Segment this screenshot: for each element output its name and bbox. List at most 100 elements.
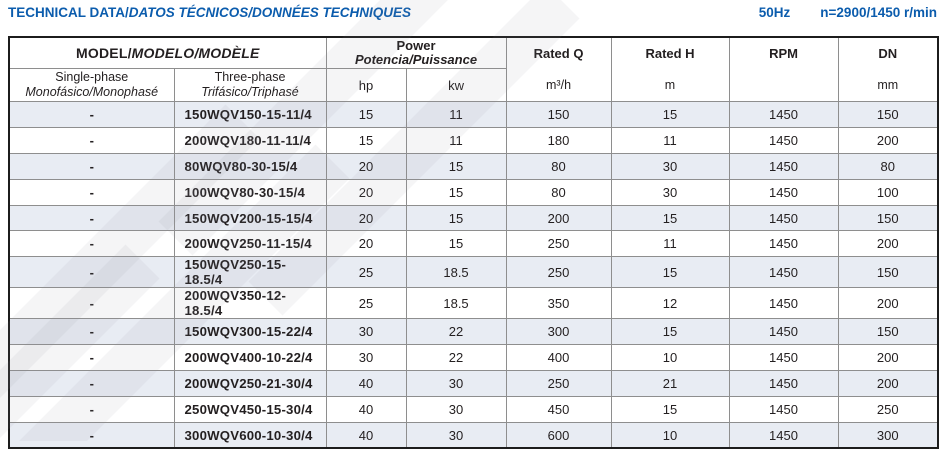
cell-three-phase: 250WQV450-15-30/4: [173, 396, 327, 423]
cell-rated-h: 10: [610, 421, 730, 449]
cell-three-phase: 80WQV80-30-15/4: [173, 152, 327, 180]
table-row: -300WQV600-10-30/4 40 30 600 10 1450 300: [8, 421, 939, 449]
cell-rated-h: 15: [610, 204, 730, 232]
cell-rpm: 1450: [728, 421, 839, 449]
page-title: TECHNICAL DATA/DATOS TÉCNICOS/DONNÉES TE…: [8, 4, 411, 21]
cell-single-phase: -: [8, 344, 175, 372]
cell-single-phase: -: [8, 126, 175, 154]
cell-hp: 30: [325, 344, 407, 372]
cell-kw: 18.5: [405, 287, 507, 320]
spec-summary: 50Hz n=2900/1450 r/min: [759, 4, 937, 21]
cell-rpm: 1450: [728, 256, 839, 289]
table-row: -250WQV450-15-30/4 40 30 450 15 1450 250: [8, 396, 939, 423]
cell-kw: 15: [405, 152, 507, 180]
cell-rated-h: 15: [610, 318, 730, 346]
column-header-dn: DN mm: [837, 36, 939, 102]
table-row: -200WQV350-12-18.5/4 25 18.5 350 12 1450 200: [8, 287, 939, 320]
cell-dn: 200: [837, 370, 939, 398]
cell-hp: 40: [325, 396, 407, 423]
cell-kw: 15: [405, 204, 507, 232]
cell-rated-q: 400: [505, 344, 612, 372]
column-header-power: Power Potencia/Puissance: [325, 36, 507, 70]
table-row: -150WQV300-15-22/4 30 22 300 15 1450 150: [8, 318, 939, 346]
cell-rated-h: 11: [610, 230, 730, 258]
cell-hp: 15: [325, 126, 407, 154]
cell-single-phase: -: [8, 204, 175, 232]
table-row: -150WQV200-15-15/4 20 15 200 15 1450 150: [8, 204, 939, 232]
table-row: -100WQV80-30-15/4 20 15 80 30 1450 100: [8, 178, 939, 206]
cell-hp: 25: [325, 287, 407, 320]
cell-three-phase: 100WQV80-30-15/4: [173, 178, 327, 206]
column-header-model: MODEL/MODELO/MODÈLE: [8, 36, 327, 70]
cell-kw: 11: [405, 101, 507, 128]
cell-kw: 15: [405, 230, 507, 258]
column-header-three-phase: Three-phase Trifásico/Triphasé: [173, 68, 327, 102]
cell-rpm: 1450: [728, 178, 839, 206]
cell-three-phase: 200WQV350-12-18.5/4: [173, 287, 327, 320]
cell-three-phase: 200WQV250-11-15/4: [173, 230, 327, 258]
cell-single-phase: -: [8, 287, 175, 320]
cell-dn: 80: [837, 152, 939, 180]
table-row: -200WQV180-11-11/4 15 11 180 11 1450 200: [8, 126, 939, 154]
cell-dn: 200: [837, 126, 939, 154]
page-title-translations: DATOS TÉCNICOS/DONNÉES TECHNIQUES: [128, 5, 412, 20]
cell-single-phase: -: [8, 370, 175, 398]
cell-rated-h: 11: [610, 126, 730, 154]
technical-data-table-wrap: MODEL/MODELO/MODÈLE Power Potencia/Puiss…: [8, 36, 940, 449]
cell-dn: 150: [837, 204, 939, 232]
cell-hp: 20: [325, 152, 407, 180]
cell-three-phase: 200WQV400-10-22/4: [173, 344, 327, 372]
cell-dn: 250: [837, 396, 939, 423]
cell-rpm: 1450: [728, 126, 839, 154]
column-header-rated-q: Rated Q m³/h: [505, 36, 612, 102]
cell-hp: 20: [325, 230, 407, 258]
cell-kw: 30: [405, 370, 507, 398]
cell-dn: 100: [837, 178, 939, 206]
table-body: -150WQV150-15-11/4 15 11 150 15 1450 150-200WQ…: [8, 101, 939, 449]
cell-kw: 22: [405, 344, 507, 372]
table-row: -150WQV150-15-11/4 15 11 150 15 1450 150: [8, 101, 939, 128]
cell-dn: 150: [837, 318, 939, 346]
cell-hp: 15: [325, 101, 407, 128]
page-header: TECHNICAL DATA/DATOS TÉCNICOS/DONNÉES TE…: [8, 4, 937, 21]
cell-rpm: 1450: [728, 318, 839, 346]
cell-rated-h: 21: [610, 370, 730, 398]
cell-three-phase: 200WQV180-11-11/4: [173, 126, 327, 154]
cell-rated-q: 250: [505, 230, 612, 258]
cell-single-phase: -: [8, 421, 175, 449]
cell-rated-q: 450: [505, 396, 612, 423]
cell-rated-h: 15: [610, 256, 730, 289]
cell-dn: 200: [837, 230, 939, 258]
cell-rpm: 1450: [728, 230, 839, 258]
cell-rated-q: 150: [505, 101, 612, 128]
cell-dn: 200: [837, 344, 939, 372]
cell-kw: 30: [405, 396, 507, 423]
table-row: -200WQV250-11-15/4 20 15 250 11 1450 200: [8, 230, 939, 258]
cell-single-phase: -: [8, 256, 175, 289]
cell-single-phase: -: [8, 101, 175, 128]
cell-three-phase: 200WQV250-21-30/4: [173, 370, 327, 398]
cell-rated-q: 350: [505, 287, 612, 320]
cell-rpm: 1450: [728, 101, 839, 128]
cell-rated-q: 250: [505, 256, 612, 289]
cell-rated-q: 600: [505, 421, 612, 449]
cell-rated-q: 180: [505, 126, 612, 154]
cell-rated-h: 30: [610, 152, 730, 180]
table-row: -200WQV250-21-30/4 40 30 250 21 1450 200: [8, 370, 939, 398]
cell-hp: 30: [325, 318, 407, 346]
cell-kw: 22: [405, 318, 507, 346]
column-header-rpm: RPM: [728, 36, 839, 102]
cell-rpm: 1450: [728, 344, 839, 372]
cell-single-phase: -: [8, 318, 175, 346]
frequency-label: 50Hz: [758, 5, 791, 20]
cell-rated-h: 15: [610, 396, 730, 423]
page-title-english: TECHNICAL DATA/: [8, 5, 129, 20]
cell-dn: 300: [837, 421, 939, 449]
column-header-single-phase: Single-phase Monofásico/Monophasé: [8, 68, 175, 102]
cell-rated-q: 80: [505, 152, 612, 180]
column-header-rated-h: Rated H m: [610, 36, 730, 102]
cell-rated-q: 250: [505, 370, 612, 398]
cell-hp: 40: [325, 370, 407, 398]
cell-three-phase: 300WQV600-10-30/4: [173, 421, 327, 449]
